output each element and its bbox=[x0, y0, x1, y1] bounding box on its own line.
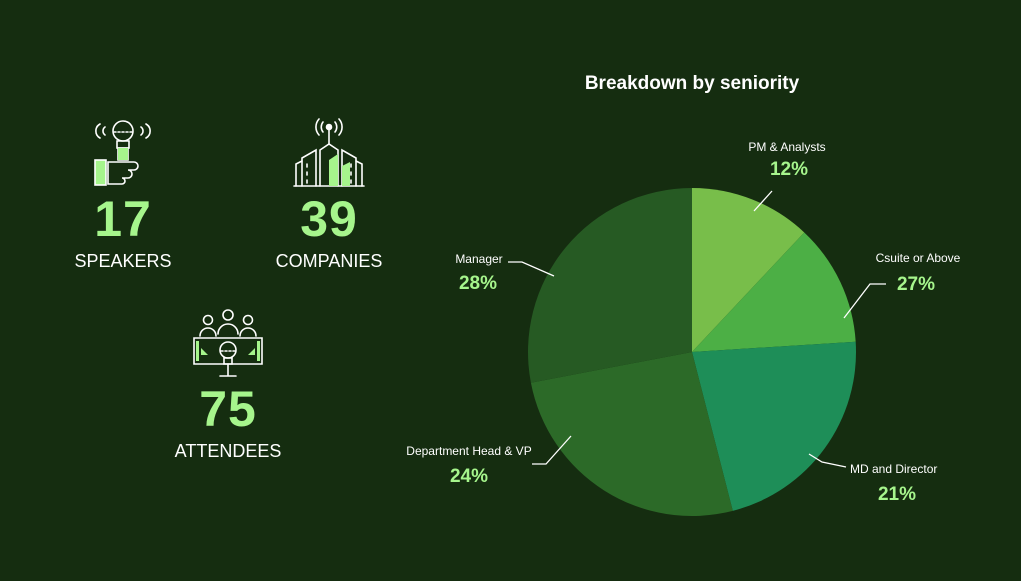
pie-slice-manager bbox=[528, 188, 692, 383]
speakers-label: SPEAKERS bbox=[74, 251, 172, 271]
leader-line-manager bbox=[508, 261, 555, 277]
pie-slices bbox=[528, 187, 856, 516]
chart-title: Breakdown by seniority bbox=[585, 73, 800, 94]
companies-count: 39 bbox=[300, 191, 358, 247]
attendees-label: ATTENDEES bbox=[174, 441, 282, 461]
slice-label-manager: Manager bbox=[455, 252, 502, 266]
slice-percent-pm-analysts: 12% bbox=[770, 159, 808, 180]
attendees-count: 75 bbox=[199, 381, 257, 437]
speakers-count: 17 bbox=[94, 191, 152, 247]
slice-percent-md-and-director: 21% bbox=[878, 484, 916, 505]
microphone-hand-icon bbox=[94, 120, 151, 186]
slice-percent-manager: 28% bbox=[459, 273, 497, 294]
slice-label-csuite-or-above: Csuite or Above bbox=[876, 251, 961, 265]
conference-audience-icon bbox=[193, 309, 263, 377]
leader-line-pm-analysts bbox=[753, 190, 773, 212]
leader-line-csuite-or-above bbox=[843, 283, 886, 319]
pie-slice-md-and-director bbox=[692, 341, 856, 511]
slice-percent-csuite-or-above: 27% bbox=[897, 274, 935, 295]
pie-slice-csuite-or-above bbox=[692, 232, 856, 352]
pie-slice-department-head-vp bbox=[530, 352, 733, 516]
leader-line-md-and-director bbox=[808, 453, 847, 468]
speakers-stat: 17 SPEAKERS bbox=[38, 118, 208, 272]
attendees-stat: 75 ATTENDEES bbox=[143, 308, 313, 462]
companies-label: COMPANIES bbox=[275, 251, 383, 271]
city-buildings-icon bbox=[293, 118, 365, 187]
pie-slice-pm-analysts bbox=[692, 187, 805, 352]
leader-line-department-head-vp bbox=[532, 435, 572, 465]
slice-percent-department-head-vp: 24% bbox=[450, 466, 488, 487]
slice-label-department-head-vp: Department Head & VP bbox=[406, 444, 531, 458]
companies-stat: 39 COMPANIES bbox=[244, 118, 414, 272]
slice-label-md-and-director: MD and Director bbox=[850, 462, 937, 476]
pie-labels: PM & Analysts 12% Csuite or Above 27% MD and… bbox=[406, 140, 960, 505]
slice-label-pm-analysts: PM & Analysts bbox=[748, 140, 825, 154]
